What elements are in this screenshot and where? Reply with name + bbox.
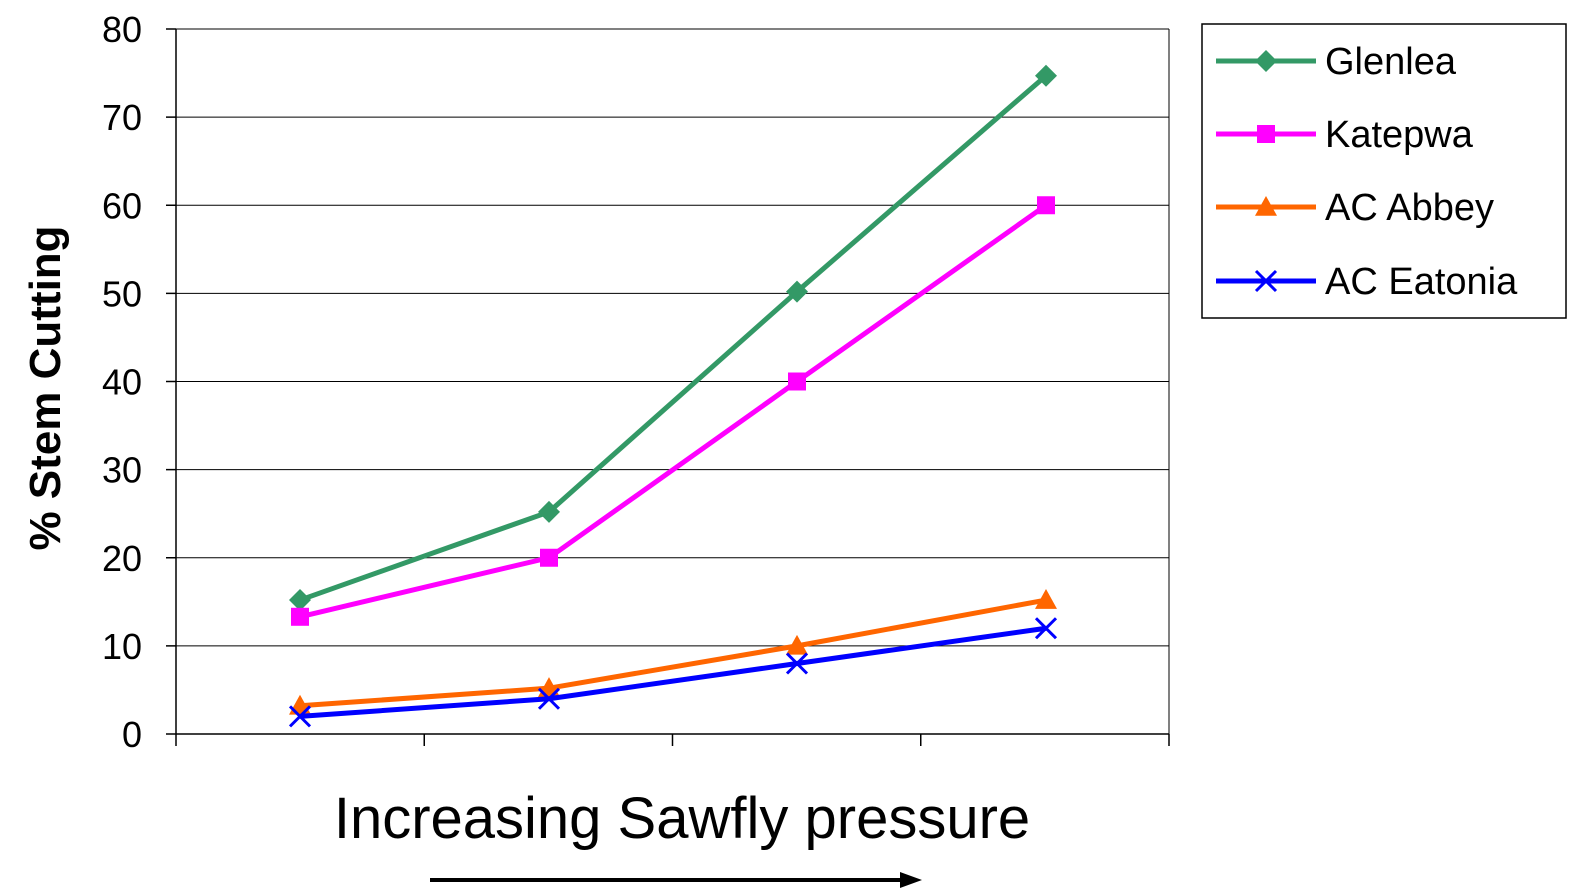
- series-lines: [288, 64, 1058, 728]
- data-point-glenlea: [538, 500, 560, 523]
- series-ac-abbey: [289, 589, 1057, 715]
- series-line-ac-abbey: [299, 597, 1047, 709]
- data-point-katepwa: [540, 548, 558, 567]
- data-point-ac-abbey: [786, 634, 808, 655]
- marker-stroke: [288, 705, 312, 728]
- legend-label-ac-abbey: AC Abbey: [1325, 187, 1494, 229]
- legend: Glenlea Katepwa AC Abbey AC Eatonia: [1201, 23, 1567, 319]
- y-tick-labels: 0 10 20 30 40 50 60 70 80: [102, 9, 142, 755]
- marker-stroke: [1034, 617, 1058, 640]
- marker-stroke: [537, 687, 561, 710]
- series-line-katepwa: [299, 203, 1048, 620]
- legend-label-katepwa: Katepwa: [1325, 114, 1474, 156]
- marker-stroke: [1254, 269, 1278, 293]
- data-point-glenlea: [786, 280, 808, 303]
- y-tick-label: 0: [122, 714, 142, 755]
- data-point-katepwa: [291, 607, 309, 626]
- legend-box: [1201, 23, 1567, 319]
- series-glenlea: [289, 64, 1057, 612]
- data-point-ac-eatonia: [785, 652, 809, 675]
- pressure-arrow: [430, 872, 922, 888]
- data-point-ac-eatonia: [288, 705, 312, 728]
- marker-stroke: [785, 652, 809, 675]
- series-katepwa: [291, 196, 1055, 626]
- legend-marker-ac-eatonia: [1254, 269, 1278, 293]
- y-tick-label: 80: [102, 9, 142, 50]
- y-tick-label: 10: [102, 626, 142, 667]
- legend-item-glenlea: Glenlea: [1216, 41, 1457, 83]
- legend-marker-ac-abbey: [1255, 196, 1277, 216]
- gridlines: [176, 28, 1169, 647]
- legend-marker-katepwa: [1257, 125, 1275, 143]
- legend-label-glenlea: Glenlea: [1325, 41, 1457, 83]
- data-point-glenlea: [289, 589, 311, 612]
- y-tick-label: 30: [102, 450, 142, 491]
- y-tick-label: 70: [102, 97, 142, 138]
- data-point-ac-abbey: [1035, 589, 1057, 609]
- legend-label-ac-eatonia: AC Eatonia: [1325, 261, 1518, 303]
- series-line-glenlea: [299, 73, 1048, 603]
- legend-marker-glenlea: [1255, 50, 1277, 72]
- y-axis-title: % Stem Cutting: [21, 225, 70, 550]
- axes: [166, 28, 1170, 746]
- data-point-ac-eatonia: [537, 687, 561, 710]
- series-line-ac-eatonia: [299, 625, 1047, 719]
- data-point-glenlea: [1035, 64, 1057, 87]
- data-point-ac-eatonia: [1034, 617, 1058, 640]
- legend-item-ac-eatonia: AC Eatonia: [1216, 261, 1518, 303]
- y-tick-label: 20: [102, 538, 142, 579]
- y-tick-label: 60: [102, 185, 142, 226]
- data-point-katepwa: [1037, 196, 1055, 215]
- legend-item-ac-abbey: AC Abbey: [1216, 187, 1494, 229]
- x-axis-title: Increasing Sawfly pressure: [334, 786, 1030, 851]
- data-point-katepwa: [788, 372, 806, 391]
- legend-item-katepwa: Katepwa: [1216, 114, 1474, 156]
- y-tick-label: 40: [102, 362, 142, 403]
- y-tick-label: 50: [102, 273, 142, 314]
- series-ac-eatonia: [288, 617, 1058, 728]
